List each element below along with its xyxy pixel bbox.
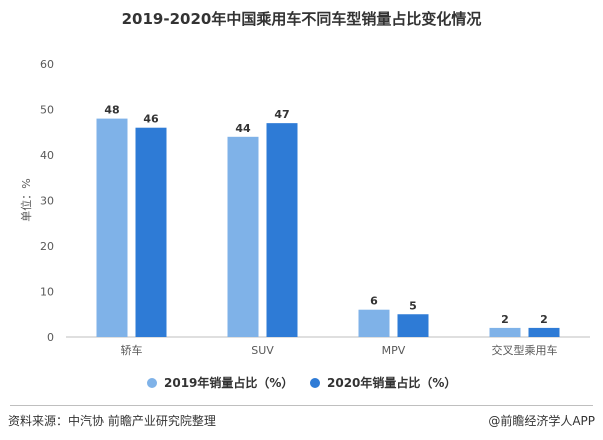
footer-divider xyxy=(10,405,593,406)
y-tick-label: 0 xyxy=(47,331,54,344)
x-axis: 轿车 SUV MPV 交叉型乘用车 xyxy=(121,343,558,357)
data-label: 5 xyxy=(409,299,417,312)
x-tick-label: MPV xyxy=(382,344,406,357)
y-tick-label: 50 xyxy=(40,104,54,117)
bars: 48 46 44 47 6 5 2 2 xyxy=(96,104,560,338)
chart-title: 2019-2020年中国乘用车不同车型销量占比变化情况 xyxy=(121,10,482,28)
x-tick-label: 交叉型乘用车 xyxy=(492,343,558,357)
y-axis: 0 10 20 30 40 50 60 xyxy=(40,58,54,344)
bar-1-4 xyxy=(489,327,521,337)
data-label: 44 xyxy=(235,122,251,135)
y-tick-label: 60 xyxy=(40,58,54,71)
bar-2-3 xyxy=(397,314,429,337)
legend-marker xyxy=(147,378,157,388)
bar-1-1 xyxy=(96,118,128,337)
legend-label: 2020年销量占比（%） xyxy=(327,375,456,390)
data-label: 48 xyxy=(104,104,119,117)
data-label: 6 xyxy=(370,295,378,308)
bar-1-3 xyxy=(358,309,390,337)
data-label: 2 xyxy=(540,313,548,326)
x-tick-label: 轿车 xyxy=(121,343,143,357)
bar-2-2 xyxy=(266,123,298,338)
bar-2-1 xyxy=(135,127,167,337)
legend-label: 2019年销量占比（%） xyxy=(164,375,293,390)
y-tick-label: 10 xyxy=(40,286,54,299)
legend-marker xyxy=(310,378,320,388)
y-tick-label: 30 xyxy=(40,195,54,208)
y-tick-label: 40 xyxy=(40,149,54,162)
y-axis-label: 单位：% xyxy=(19,178,33,221)
data-label: 47 xyxy=(274,108,289,121)
y-tick-label: 20 xyxy=(40,240,54,253)
bar-1-2 xyxy=(227,136,259,337)
footer-source: 资料来源：中汽协 前瞻产业研究院整理 xyxy=(8,414,216,428)
data-label: 2 xyxy=(501,313,509,326)
footer-brand: @前瞻经济学人APP xyxy=(488,414,595,428)
x-tick-label: SUV xyxy=(251,344,274,357)
data-label: 46 xyxy=(143,113,159,126)
bar-2-4 xyxy=(528,327,560,337)
legend: 2019年销量占比（%） 2020年销量占比（%） xyxy=(147,375,456,390)
